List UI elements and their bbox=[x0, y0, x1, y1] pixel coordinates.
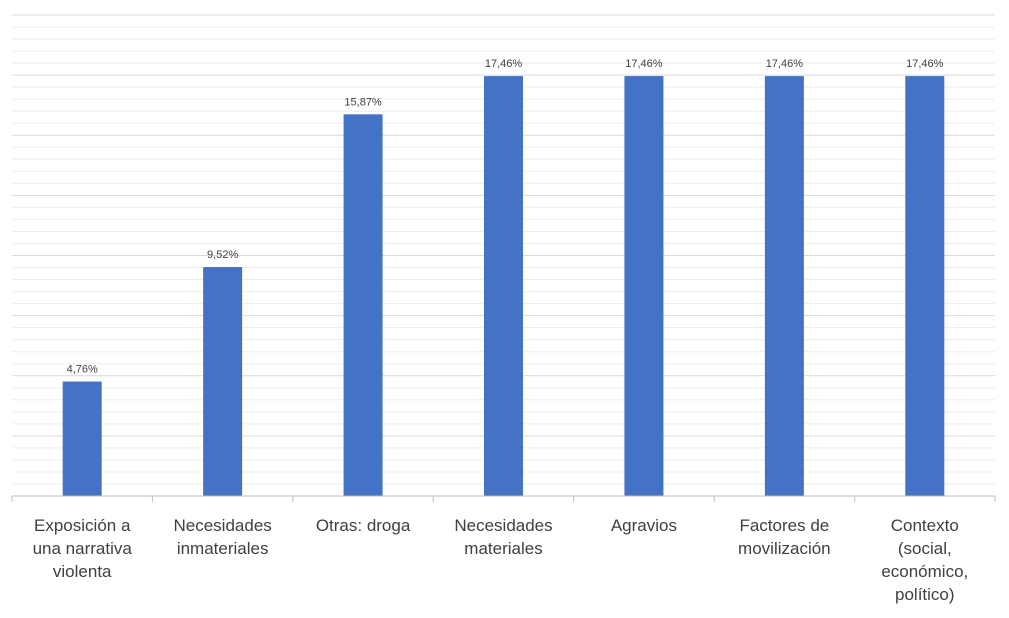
data-label: 4,76% bbox=[67, 364, 98, 376]
category-label-line: una narrativa bbox=[33, 539, 133, 558]
bar bbox=[343, 114, 383, 496]
bar bbox=[203, 267, 243, 496]
bar bbox=[484, 76, 523, 496]
data-label: 17,46% bbox=[766, 58, 804, 70]
category-label-line: (social, bbox=[898, 539, 952, 558]
bar bbox=[62, 381, 102, 496]
x-axis-ticks bbox=[11, 496, 996, 502]
category-label-line: Necesidades bbox=[174, 516, 272, 535]
category-label-line: movilización bbox=[738, 539, 831, 558]
category-label: Necesidades materiales bbox=[454, 516, 552, 558]
category-labels: Exposición a una narrativa violenta Necesid… bbox=[33, 516, 969, 604]
category-label-line: Otras: droga bbox=[316, 516, 411, 535]
data-label: 9,52% bbox=[207, 249, 238, 261]
data-label: 17,46% bbox=[625, 58, 663, 70]
bars bbox=[62, 76, 945, 496]
category-label: Factores de movilización bbox=[738, 516, 831, 558]
category-label-line: Agravios bbox=[611, 516, 677, 535]
data-label: 17,46% bbox=[906, 58, 944, 70]
category-label: Necesidades inmateriales bbox=[174, 516, 272, 558]
category-label: Exposición a una narrativa violenta bbox=[33, 516, 133, 581]
category-label: Otras: droga bbox=[316, 516, 411, 535]
category-label-line: Necesidades bbox=[454, 516, 552, 535]
category-label: Agravios bbox=[611, 516, 677, 535]
category-label-line: Factores de bbox=[739, 516, 829, 535]
category-label: Contexto (social, económico, político) bbox=[881, 516, 968, 604]
data-label: 15,87% bbox=[344, 96, 382, 108]
category-label-line: político) bbox=[895, 585, 955, 604]
category-label-line: económico, bbox=[881, 562, 968, 581]
data-label: 17,46% bbox=[485, 58, 523, 70]
bar bbox=[624, 76, 664, 496]
bar bbox=[905, 76, 945, 496]
category-label-line: inmateriales bbox=[177, 539, 269, 558]
category-label-line: Exposición a bbox=[34, 516, 131, 535]
data-labels: 4,76% 9,52% 15,87% 17,46% 17,46% 17,46% 17,46% bbox=[67, 58, 944, 375]
category-label-line: materiales bbox=[464, 539, 542, 558]
category-label-line: violenta bbox=[53, 562, 112, 581]
bar bbox=[764, 76, 804, 496]
category-label-line: Contexto bbox=[891, 516, 959, 535]
